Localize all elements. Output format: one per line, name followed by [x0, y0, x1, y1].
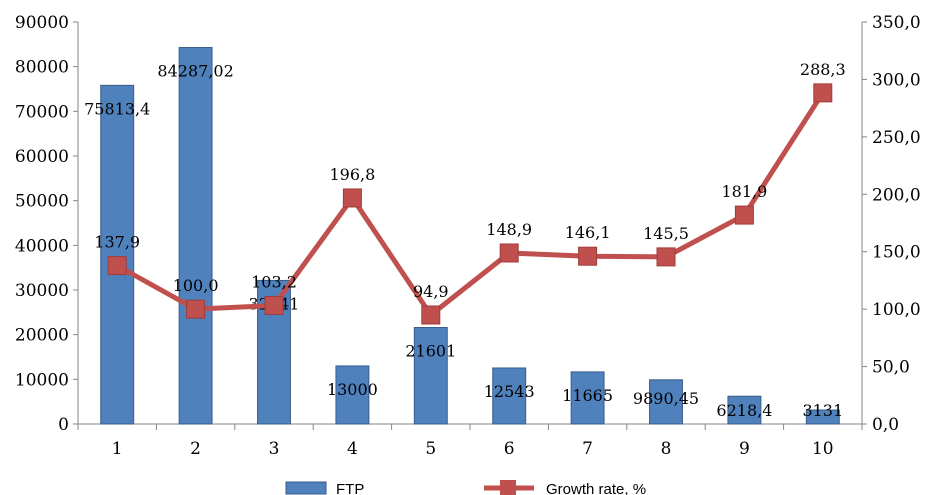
y-right-tick-label: 50,0 — [872, 358, 910, 378]
x-tick-label: 3 — [269, 439, 280, 459]
line-marker — [656, 247, 676, 267]
line-data-label: 94,9 — [413, 282, 449, 301]
legend-line-label: Growth rate, % — [546, 481, 646, 495]
line-marker — [186, 299, 206, 319]
bar-data-label: 75813,4 — [84, 99, 150, 118]
bar — [649, 379, 683, 425]
y-left-tick-label: 80000 — [15, 58, 69, 78]
y-right-tick-label: 100,0 — [872, 300, 921, 320]
legend-bar-label: FTP — [336, 481, 364, 495]
bar-data-label: 6218,4 — [716, 401, 772, 420]
bar — [805, 409, 840, 425]
line-marker — [813, 83, 833, 103]
line-marker — [578, 246, 598, 266]
line-data-label: 100,0 — [173, 276, 219, 295]
y-right-tick-label: 150,0 — [872, 243, 921, 263]
bar — [335, 365, 370, 425]
plot-area: 0 10000 20000 30000 40000 50000 60000 70000 8000… — [15, 13, 921, 459]
x-tick-label: 10 — [812, 439, 834, 459]
x-tick-label: 8 — [661, 439, 672, 459]
x-tick-label: 1 — [112, 439, 123, 459]
y-left-tick-label: 90000 — [15, 13, 69, 33]
legend-bar-swatch — [285, 481, 327, 495]
y-right-tick-label: 250,0 — [872, 128, 921, 148]
bar-data-label: 3131 — [802, 401, 843, 420]
x-tick-label: 9 — [739, 439, 750, 459]
line-data-label: 145,5 — [643, 224, 689, 243]
legend-marker-swatch — [500, 480, 516, 495]
line-data-label: 181,9 — [721, 182, 767, 201]
x-tick-label: 7 — [582, 439, 593, 459]
line-marker — [264, 295, 284, 315]
legend: FTP Growth rate, % — [285, 480, 646, 495]
y-left-tick-label: 60000 — [15, 147, 69, 167]
y-left-tick-label: 0 — [58, 415, 69, 435]
growth-rate-line — [115, 91, 825, 318]
x-tick-label: 5 — [425, 439, 436, 459]
y-right-tick-label: 0,0 — [872, 415, 899, 435]
bar — [570, 371, 605, 425]
y-left-tick-label: 70000 — [15, 102, 69, 122]
y-left-tick-label: 50000 — [15, 192, 69, 212]
bar-data-label: 84287,02 — [157, 62, 233, 81]
bar-data-label: 21601 — [405, 342, 456, 361]
y-left-tick-label: 10000 — [15, 370, 69, 390]
bar-data-label: 9890,45 — [633, 389, 699, 408]
line-marker — [107, 256, 127, 276]
x-tick-label: 2 — [190, 439, 201, 459]
bar-data-label: 13000 — [327, 380, 378, 399]
line-marker — [734, 205, 754, 225]
bar-data-label: 11665 — [562, 386, 613, 405]
x-tick-label: 4 — [347, 439, 358, 459]
line-marker — [342, 188, 362, 208]
bar — [727, 395, 762, 425]
line-data-label: 146,1 — [565, 223, 611, 242]
line-data-label: 288,3 — [800, 60, 846, 79]
line-data-label: 103,2 — [251, 272, 297, 291]
bar — [492, 367, 527, 425]
y-left-tick-label: 40000 — [15, 236, 69, 256]
line-marker — [421, 305, 441, 325]
line-data-label: 196,8 — [329, 165, 375, 184]
y-left-tick-label: 20000 — [15, 326, 69, 346]
line-marker — [499, 243, 519, 263]
line-data-label: 148,9 — [486, 220, 532, 239]
y-left-tick-label: 30000 — [15, 281, 69, 301]
line-data-label: 137,9 — [94, 233, 140, 252]
x-tick-label: 6 — [504, 439, 515, 459]
y-right-tick-label: 200,0 — [872, 185, 921, 205]
y-right-tick-label: 300,0 — [872, 70, 921, 90]
bar — [178, 47, 213, 425]
bar-data-label: 12543 — [484, 382, 535, 401]
y-right-tick-label: 350,0 — [872, 13, 921, 33]
bar — [413, 327, 448, 425]
bar — [100, 84, 135, 425]
